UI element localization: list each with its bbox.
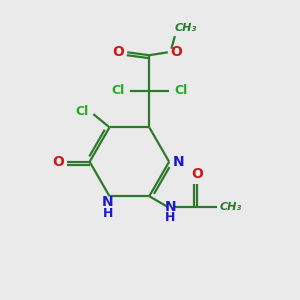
Text: N: N xyxy=(165,200,176,214)
Text: Cl: Cl xyxy=(76,105,89,118)
Text: H: H xyxy=(165,212,176,224)
Text: Cl: Cl xyxy=(174,84,188,97)
Text: CH₃: CH₃ xyxy=(220,202,242,212)
Text: O: O xyxy=(191,167,203,181)
Text: O: O xyxy=(112,45,124,59)
Text: N: N xyxy=(102,195,114,209)
Text: CH₃: CH₃ xyxy=(175,23,197,33)
Text: Cl: Cl xyxy=(111,84,124,97)
Text: N: N xyxy=(173,155,184,169)
Text: O: O xyxy=(52,155,64,169)
Text: O: O xyxy=(170,45,182,59)
Text: H: H xyxy=(103,206,113,220)
